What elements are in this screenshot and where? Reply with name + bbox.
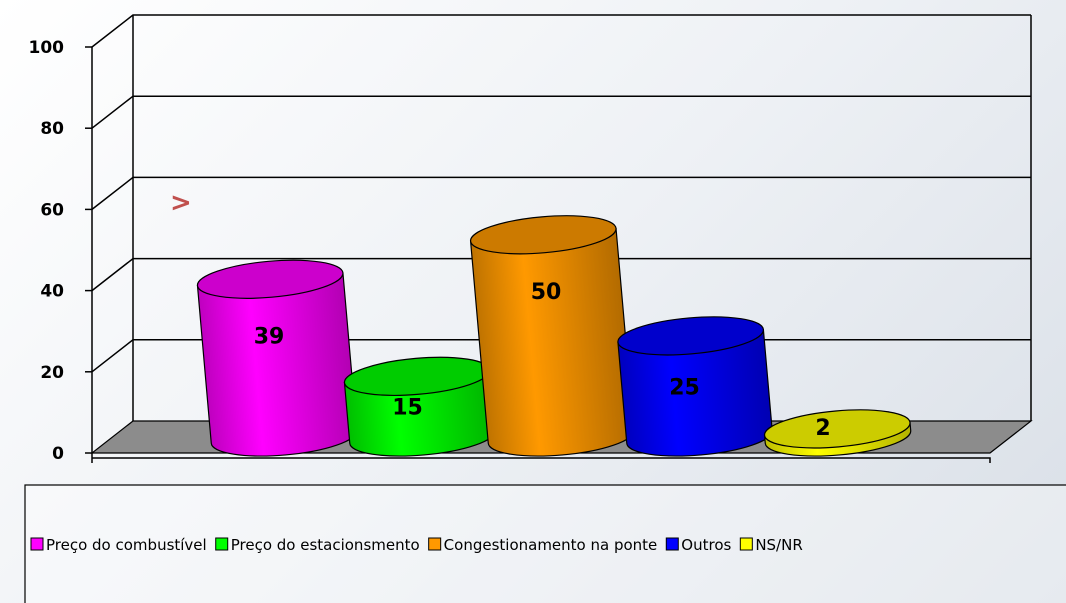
y-tick-label: 80 (40, 119, 64, 139)
x-axis (92, 457, 991, 463)
cylinder-top (196, 259, 344, 299)
legend-swatch (428, 537, 442, 551)
legend-label: Preço do estacionsmento (231, 536, 420, 554)
data-label: 25 (669, 375, 700, 400)
grid-line (91, 176, 1031, 210)
legend-swatch (739, 537, 753, 551)
legend-swatch (30, 537, 44, 551)
data-label: 2 (815, 416, 830, 441)
cylinder-top (469, 215, 617, 255)
legend-label: Preço do combustível (46, 536, 207, 554)
y-tick-label: 0 (52, 444, 64, 464)
y-tick-label: 40 (40, 282, 64, 302)
legend-label: Congestionamento na ponte (444, 536, 658, 554)
legend-label: Outros (681, 536, 731, 554)
grid-line (91, 14, 1031, 48)
y-tick-label: 20 (40, 363, 64, 383)
cylinder-body (469, 227, 635, 457)
cylinder (343, 356, 496, 457)
annotation: > (170, 188, 192, 218)
cylinder (763, 409, 912, 457)
legend-label: NS/NR (755, 536, 802, 554)
cylinder (617, 316, 773, 457)
data-label: 50 (531, 280, 562, 305)
cylinder (196, 259, 358, 457)
y-tick-label: 100 (29, 38, 65, 58)
y-tick-label: 60 (40, 200, 64, 220)
cylinder-top (763, 409, 911, 449)
grid-line (91, 95, 1031, 129)
cylinder (469, 215, 635, 457)
data-label: 39 (254, 325, 285, 350)
legend-swatch (665, 537, 679, 551)
legend-box (24, 484, 1066, 603)
cylinder-body (196, 272, 358, 457)
legend-swatch (215, 537, 229, 551)
data-label: 15 (392, 396, 423, 421)
cylinder-top (617, 316, 764, 356)
